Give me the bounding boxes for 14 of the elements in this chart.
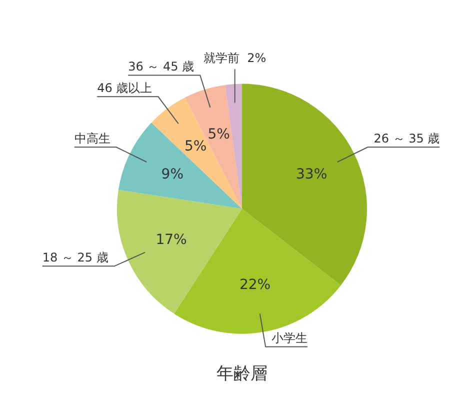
data-label: 5% (208, 126, 230, 142)
data-label: 17% (156, 232, 187, 248)
data-label: 22% (239, 276, 271, 293)
slice-label: 18 ～ 25 歳 (42, 250, 108, 264)
data-label: 33% (296, 166, 328, 182)
data-label: 9% (161, 166, 184, 182)
slice-label: 中高生 (74, 131, 110, 146)
slice-label: 46 歳以上 (97, 80, 152, 95)
slice-label: 26 ～ 35 歳 (374, 131, 440, 146)
slice-label: 小学生 (272, 330, 308, 345)
slice-label: 36 ～ 45 歳 (128, 59, 194, 74)
slice-label: 就学前 2% (203, 51, 266, 66)
data-label: 5% (184, 138, 207, 154)
text: 年齢層 (216, 364, 268, 384)
